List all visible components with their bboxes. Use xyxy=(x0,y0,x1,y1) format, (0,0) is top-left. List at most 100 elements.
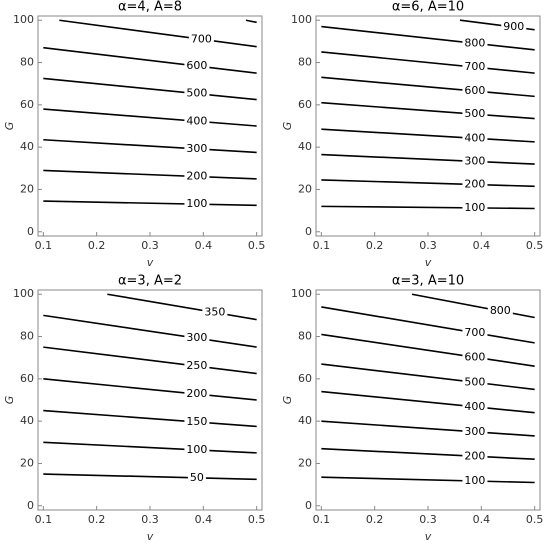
x-axis-label: v xyxy=(147,256,154,269)
contour-label: 250 xyxy=(186,359,207,372)
contour-label-bg xyxy=(462,177,488,192)
contour-label-bg xyxy=(184,415,210,429)
contour-label: 200 xyxy=(186,387,207,400)
contour-label-bg xyxy=(462,350,488,365)
contour-label: 300 xyxy=(186,142,207,155)
contour-line xyxy=(321,153,535,165)
x-tick-label: 0.3 xyxy=(419,513,437,526)
y-tick-label: 100 xyxy=(291,287,312,300)
contour-label-bg xyxy=(487,303,513,318)
contour-label: 900 xyxy=(503,20,524,33)
contour-line xyxy=(43,346,257,375)
y-tick-label: 20 xyxy=(20,456,34,469)
y-axis-label: G xyxy=(3,396,16,405)
y-tick-label: 40 xyxy=(20,414,34,427)
contour-label: 500 xyxy=(464,375,485,388)
x-tick-label: 0.1 xyxy=(313,513,331,526)
contour-line xyxy=(43,77,257,101)
contour-label-bg xyxy=(462,107,488,122)
contour-label-bg xyxy=(184,359,210,374)
y-tick-label: 0 xyxy=(27,499,34,512)
contour-label-bg xyxy=(184,387,210,402)
contour-line xyxy=(321,76,535,98)
y-tick-label: 0 xyxy=(305,499,312,512)
contour-label: 100 xyxy=(464,201,485,214)
x-tick-label: 0.3 xyxy=(141,513,159,526)
contour-label: 400 xyxy=(464,400,485,413)
x-tick-label: 0.2 xyxy=(88,513,106,526)
y-tick-label: 20 xyxy=(20,182,34,195)
contour-label: 500 xyxy=(186,87,207,100)
y-tick-label: 60 xyxy=(298,372,312,385)
contour-label: 100 xyxy=(186,443,207,456)
x-tick-label: 0.3 xyxy=(419,239,437,252)
contour-label: 200 xyxy=(186,170,207,183)
panel: α=3, A=2 0.1 0.2 0.3 0.4 0.5 0 20 40 60 80 100 v G 50 1… xyxy=(3,274,265,544)
contour-label-bg xyxy=(462,200,488,215)
contour-line xyxy=(43,314,257,348)
x-tick-label: 0.3 xyxy=(141,239,159,252)
x-tick-label: 0.5 xyxy=(526,239,544,252)
contour-label: 600 xyxy=(464,350,485,363)
x-tick-label: 0.5 xyxy=(248,239,266,252)
contour-line xyxy=(43,409,257,428)
contour-label: 100 xyxy=(186,197,207,210)
contour-label-bg xyxy=(184,197,210,212)
contour-label: 350 xyxy=(204,306,225,319)
panel-title: α=3, A=10 xyxy=(392,274,464,289)
contour-label: 700 xyxy=(191,32,212,45)
contour-line xyxy=(59,19,257,48)
contour-label: 400 xyxy=(186,114,207,127)
y-tick-label: 80 xyxy=(20,56,34,69)
contour-line xyxy=(107,293,257,321)
x-tick-label: 0.1 xyxy=(35,513,53,526)
x-tick-label: 0.4 xyxy=(195,513,213,526)
y-axis-label: G xyxy=(281,396,294,405)
contour-label: 200 xyxy=(464,178,485,191)
contour-label-bg xyxy=(184,442,210,457)
panel-title: α=6, A=10 xyxy=(392,0,464,15)
contour-label-bg xyxy=(187,470,206,485)
x-tick-label: 0.4 xyxy=(473,239,491,252)
contour-label: 600 xyxy=(464,84,485,97)
contour-line xyxy=(321,179,535,188)
contour-line xyxy=(321,333,535,367)
contour-label-bg xyxy=(462,449,488,464)
plot-frame xyxy=(315,289,541,511)
contour-label: 200 xyxy=(464,449,485,462)
contour-label: 300 xyxy=(186,331,207,344)
contour-label-bg xyxy=(501,20,527,35)
contour-line xyxy=(321,306,535,344)
x-tick-label: 0.2 xyxy=(366,513,384,526)
contour-line xyxy=(321,25,535,51)
contour-label: 50 xyxy=(190,471,204,484)
x-tick-label: 0.1 xyxy=(313,239,331,252)
contour-label-bg xyxy=(462,424,488,439)
y-tick-label: 40 xyxy=(20,140,34,153)
contour-label-bg xyxy=(184,169,210,184)
contour-label-bg xyxy=(462,131,488,146)
contour-line xyxy=(321,390,535,414)
contour-label: 500 xyxy=(464,107,485,120)
contour-label-bg xyxy=(462,60,488,75)
x-tick-label: 0.2 xyxy=(88,239,106,252)
contour-line xyxy=(321,51,535,74)
contour-line xyxy=(43,441,257,454)
contour-label-bg xyxy=(462,375,488,390)
y-tick-label: 0 xyxy=(27,225,34,238)
contour-label: 600 xyxy=(186,59,207,72)
contour-label: 100 xyxy=(464,474,485,487)
contour-line xyxy=(321,205,535,210)
contour-line xyxy=(43,473,257,481)
y-tick-label: 60 xyxy=(20,98,34,111)
contour-label-bg xyxy=(202,305,228,320)
contour-line xyxy=(321,476,535,484)
y-axis-label: G xyxy=(3,122,16,131)
x-axis-label: v xyxy=(425,530,432,543)
contour-label-bg xyxy=(184,141,210,156)
y-tick-label: 80 xyxy=(298,330,312,343)
contour-line xyxy=(245,19,257,24)
contour-line xyxy=(321,101,535,120)
y-tick-label: 60 xyxy=(298,98,312,111)
